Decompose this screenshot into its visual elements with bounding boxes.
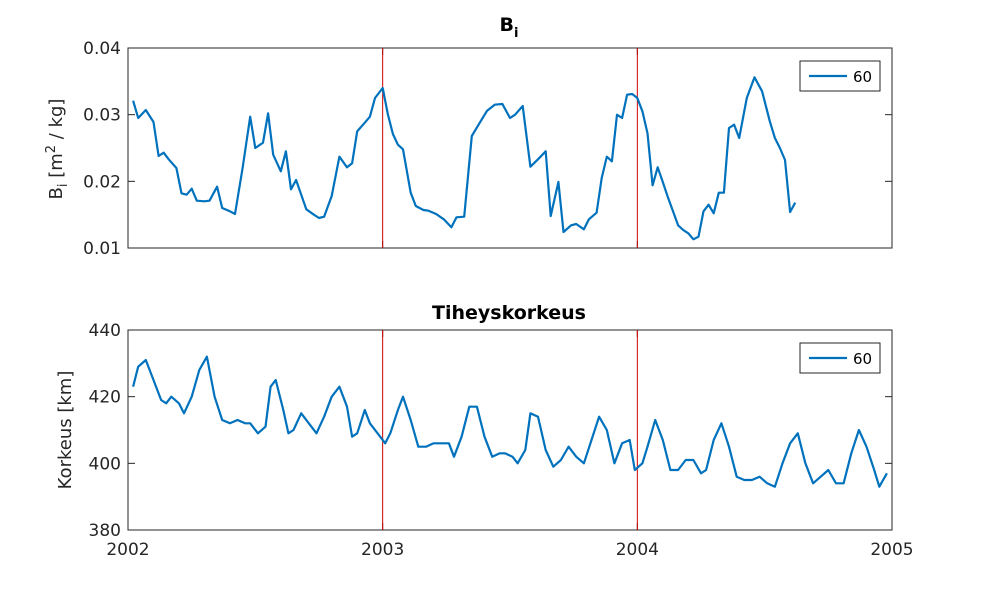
x-tick-label: 2004 [616,540,659,560]
ylabel-sub: i [56,183,71,187]
y-tick-label: 0.04 [83,39,121,59]
y-tick-label: 400 [89,454,121,474]
chart-title-tiheyskorkeus: Tiheyskorkeus [432,302,586,324]
y-tick-label: 0.02 [83,172,121,192]
y-tick-label: 0.03 [83,106,121,126]
legend-label: 60 [853,350,872,368]
y-axis-label-korkeus: Korkeus [km] [55,371,76,490]
x-tick-label: 2005 [870,540,913,560]
legend: 60 [799,60,881,92]
chart-title-bi: Bi [500,14,519,41]
ylabel-main: B [46,187,67,199]
ylabel-mid: [m [46,153,67,183]
y-tick-label: 440 [89,321,121,341]
legend-label: 60 [853,68,872,86]
plot-area [127,47,893,249]
title-main: B [500,14,514,36]
x-tick-label: 2003 [361,540,404,560]
series-line-60 [132,76,797,241]
title-subscript: i [514,26,518,41]
y-tick-label: 380 [89,521,121,541]
y-tick-label: 0.01 [83,239,121,259]
legend: 60 [799,342,881,374]
y-axis-label-bi: Bi [m2 / kg] [44,99,71,200]
ylabel-sup: 2 [44,145,59,153]
x-tick-label: 2002 [106,540,149,560]
subplot-tiheyskorkeus: Tiheyskorkeus Korkeus [km] 380 400 420 440 2… [55,302,914,560]
y-tick-label: 420 [89,388,121,408]
subplot-bi: Bi Bi [m2 / kg] 0.01 0.02 0.03 0.04 60 [44,14,893,259]
series-line-60 [132,355,888,488]
plot-area [127,329,893,531]
ylabel-end: / kg] [46,99,67,145]
